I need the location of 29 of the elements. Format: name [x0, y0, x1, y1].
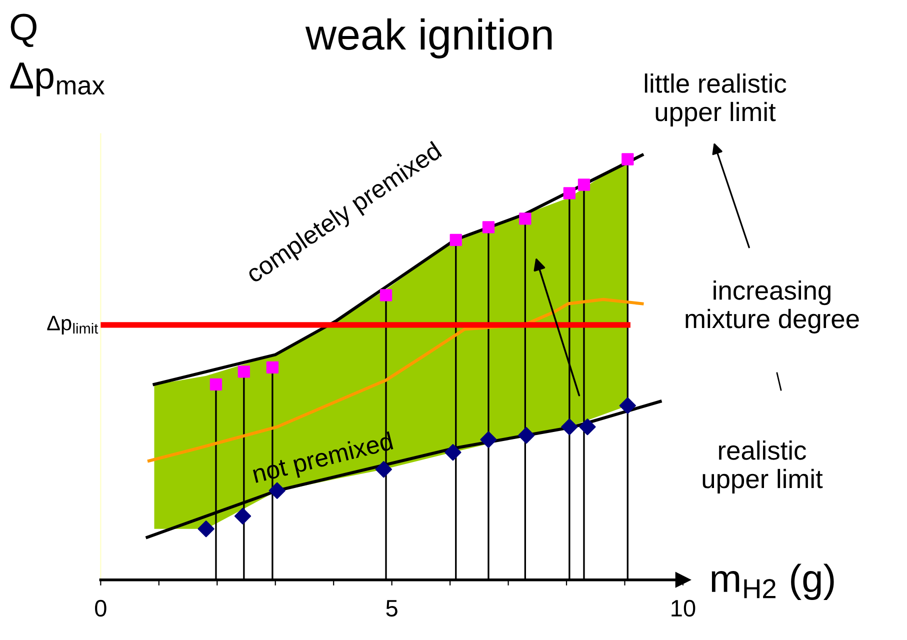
point: [266, 361, 279, 374]
point: [480, 431, 497, 448]
x-tick-label: 10: [672, 600, 696, 617]
point: [450, 234, 462, 246]
point: [619, 397, 636, 414]
point: [234, 508, 252, 524]
point: [380, 289, 392, 302]
text: increasing mixture degree: [686, 280, 859, 334]
text: realistic upper limit: [702, 440, 823, 494]
point: [622, 153, 634, 166]
point: [563, 187, 576, 200]
point: [210, 378, 222, 390]
point: [268, 482, 286, 499]
point: [238, 366, 250, 378]
point: [519, 212, 532, 225]
x-axis-title: m$_{H2}$ (g): [712, 564, 834, 600]
x-tick-label: 0: [95, 600, 106, 617]
point: [561, 418, 578, 436]
point: [198, 520, 214, 538]
point: [578, 178, 590, 191]
point: [518, 427, 535, 444]
point: [482, 221, 495, 234]
y-axis-title: Q Δp$_{max}$: [10, 14, 105, 96]
point: [444, 444, 462, 461]
chart-title: weak ignition: [305, 18, 552, 58]
x-tick-label: 5: [386, 600, 398, 617]
text: little realistic upper limit: [644, 73, 786, 127]
point: [579, 418, 596, 436]
ref-line-label: Δp$_{limit}$: [47, 316, 98, 335]
